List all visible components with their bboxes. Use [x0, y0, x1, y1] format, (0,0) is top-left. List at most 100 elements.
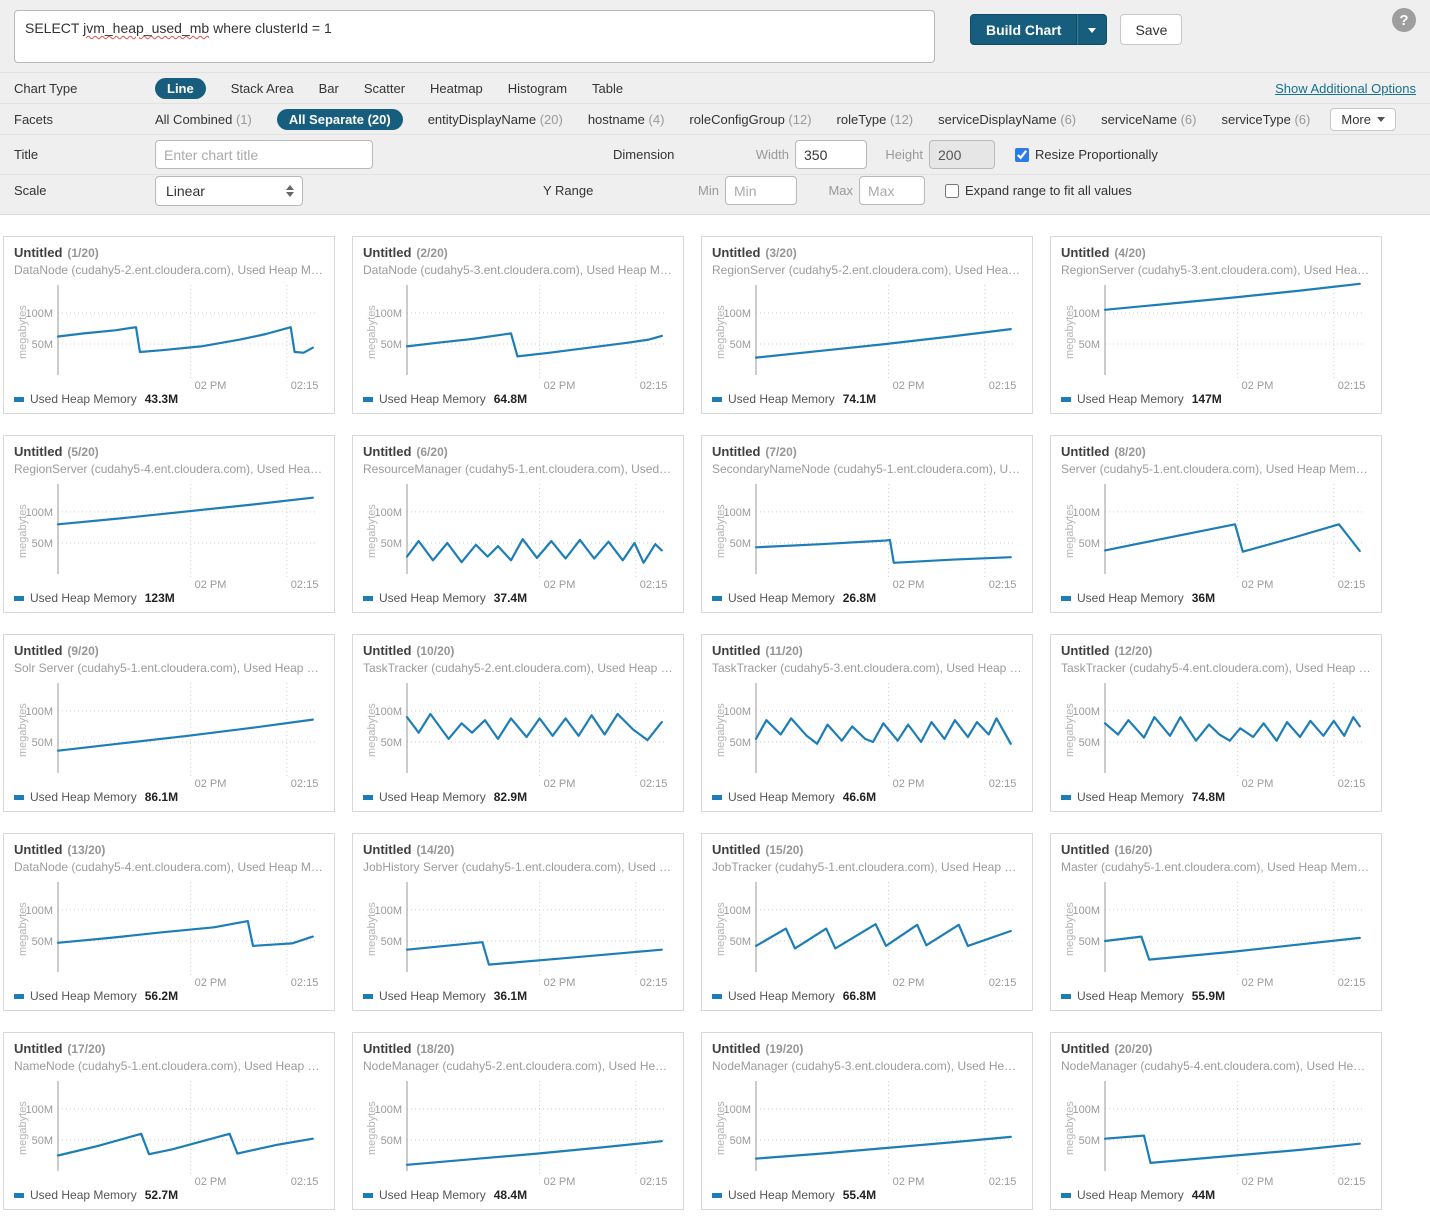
svg-text:02:15: 02:15 — [291, 1176, 319, 1187]
chart-card-9[interactable]: Untitled (9/20) Solr Server (cudahy5-1.ent… — [3, 634, 335, 812]
svg-text:02 PM: 02 PM — [195, 579, 227, 590]
facet-option-hostname[interactable]: hostname (4) — [587, 111, 665, 127]
chart-title: Untitled — [363, 643, 412, 658]
height-label: Height — [885, 147, 923, 162]
chart-title: Untitled — [363, 842, 412, 857]
resize-proportionally-checkbox[interactable] — [1015, 147, 1029, 162]
legend-value: 74.1M — [842, 392, 877, 406]
chart-card-5[interactable]: Untitled (5/20) RegionServer (cudahy5-4.en… — [3, 435, 335, 613]
chart-legend: Used Heap Memory 74.8M — [1061, 790, 1371, 804]
width-input[interactable] — [795, 140, 867, 169]
facet-option-all-separate-20-[interactable]: All Separate (20) — [276, 108, 403, 130]
chart-type-row: Chart Type Line Stack Area Bar Scatter Heatm… — [0, 72, 1430, 103]
yrange-label: Y Range — [543, 183, 594, 198]
svg-text:02 PM: 02 PM — [1242, 977, 1274, 988]
legend-label: Used Heap Memory — [1077, 392, 1184, 406]
scale-select[interactable]: Linear — [155, 175, 303, 206]
chart-card-20[interactable]: Untitled (20/20) NodeManager (cudahy5-4.en… — [1050, 1032, 1382, 1210]
facet-option-roleconfiggroup[interactable]: roleConfigGroup (12) — [689, 111, 812, 127]
chevron-down-icon — [1376, 116, 1385, 122]
legend-label: Used Heap Memory — [30, 989, 137, 1003]
chart-type-option-heatmap[interactable]: Heatmap — [430, 80, 483, 96]
chart-index: (15/20) — [765, 843, 804, 857]
legend-swatch-icon — [712, 1192, 722, 1198]
chart-title: Untitled — [14, 444, 63, 459]
yrange-min-input[interactable] — [725, 176, 797, 205]
save-button[interactable]: Save — [1120, 14, 1183, 45]
chart-card-2[interactable]: Untitled (2/20) DataNode (cudahy5-3.ent.cl… — [352, 236, 684, 414]
chart-type-option-line[interactable]: Line — [155, 77, 206, 99]
legend-label: Used Heap Memory — [379, 1188, 486, 1202]
chart-card-16[interactable]: Untitled (16/20) Master (cudahy5-1.ent.clo… — [1050, 833, 1382, 1011]
legend-value: 74.8M — [1191, 790, 1226, 804]
facet-option-servicename[interactable]: serviceName (6) — [1101, 111, 1197, 127]
svg-text:02 PM: 02 PM — [1242, 579, 1274, 590]
legend-swatch-icon — [1061, 794, 1071, 800]
chart-card-8[interactable]: Untitled (8/20) Server (cudahy5-1.ent.clou… — [1050, 435, 1382, 613]
svg-text:02 PM: 02 PM — [195, 977, 227, 988]
y-axis-unit: megabytes — [1064, 703, 1076, 757]
chart-subtitle: TaskTracker (cudahy5-4.ent.cloudera.com)… — [1061, 661, 1371, 675]
chart-card-19[interactable]: Untitled (19/20) NodeManager (cudahy5-3.en… — [701, 1032, 1033, 1210]
build-chart-button[interactable]: Build Chart — [970, 14, 1078, 45]
chart-card-10[interactable]: Untitled (10/20) TaskTracker (cudahy5-2.en… — [352, 634, 684, 812]
chart-index: (7/20) — [765, 445, 797, 459]
build-chart-dropdown-button[interactable] — [1077, 14, 1108, 45]
svg-text:02:15: 02:15 — [640, 380, 668, 391]
chart-type-option-bar[interactable]: Bar — [318, 80, 339, 96]
line-chart: megabytes 50M 100M 02 PM 02:15 — [715, 484, 1016, 590]
chart-card-7[interactable]: Untitled (7/20) SecondaryNameNode (cudahy5… — [701, 435, 1033, 613]
chart-title-input[interactable] — [155, 140, 373, 169]
facet-option-servicetype[interactable]: serviceType (6) — [1221, 111, 1311, 127]
help-icon[interactable]: ? — [1392, 8, 1416, 32]
legend-value: 147M — [1191, 392, 1222, 406]
chevron-down-icon — [1088, 28, 1097, 34]
chart-card-4[interactable]: Untitled (4/20) RegionServer (cudahy5-3.en… — [1050, 236, 1382, 414]
chart-card-1[interactable]: Untitled (1/20) DataNode (cudahy5-2.ent.cl… — [3, 236, 335, 414]
facet-option-servicedisplayname[interactable]: serviceDisplayName (6) — [938, 111, 1077, 127]
facet-option-entitydisplayname[interactable]: entityDisplayName (20) — [427, 111, 563, 127]
yrange-max-input[interactable] — [859, 176, 925, 205]
svg-text:02 PM: 02 PM — [544, 977, 576, 988]
legend-label: Used Heap Memory — [379, 989, 486, 1003]
chart-card-11[interactable]: Untitled (11/20) TaskTracker (cudahy5-3.en… — [701, 634, 1033, 812]
chart-type-option-scatter[interactable]: Scatter — [363, 80, 406, 96]
legend-value: 26.8M — [842, 591, 877, 605]
chart-subtitle: DataNode (cudahy5-2.ent.cloudera.com), U… — [14, 263, 324, 277]
expand-range-option: Expand range to fit all values — [945, 183, 1132, 198]
chart-card-6[interactable]: Untitled (6/20) ResourceManager (cudahy5-1… — [352, 435, 684, 613]
chart-subtitle: NodeManager (cudahy5-2.ent.cloudera.com)… — [363, 1059, 673, 1073]
legend-label: Used Heap Memory — [728, 790, 835, 804]
chart-card-3[interactable]: Untitled (3/20) RegionServer (cudahy5-2.en… — [701, 236, 1033, 414]
chart-type-option-stack-area[interactable]: Stack Area — [230, 80, 294, 96]
svg-text:02 PM: 02 PM — [544, 380, 576, 391]
chart-type-option-table[interactable]: Table — [592, 80, 624, 96]
show-additional-options-link[interactable]: Show Additional Options — [1275, 80, 1416, 96]
chart-type-option-histogram[interactable]: Histogram — [507, 80, 568, 96]
chart-card-15[interactable]: Untitled (15/20) JobTracker (cudahy5-1.ent… — [701, 833, 1033, 1011]
query-input[interactable]: SELECT jvm_heap_used_mb where clusterId … — [14, 10, 935, 63]
build-chart-split-button: Build Chart — [970, 14, 1108, 45]
chart-title: Untitled — [1061, 245, 1110, 260]
line-chart: megabytes 50M 100M 02 PM 02:15 — [1064, 1081, 1365, 1187]
svg-text:02 PM: 02 PM — [195, 380, 227, 391]
chart-card-12[interactable]: Untitled (12/20) TaskTracker (cudahy5-4.en… — [1050, 634, 1382, 812]
facet-option-roletype[interactable]: roleType (12) — [836, 111, 914, 127]
y-axis-unit: megabytes — [715, 305, 727, 359]
more-facets-button[interactable]: More — [1330, 107, 1396, 131]
facet-option-all-combined[interactable]: All Combined (1) — [155, 111, 252, 127]
expand-range-checkbox[interactable] — [945, 183, 959, 198]
svg-text:100M: 100M — [25, 507, 53, 519]
legend-value: 82.9M — [493, 790, 528, 804]
svg-text:02:15: 02:15 — [989, 1176, 1017, 1187]
legend-swatch-icon — [1061, 993, 1071, 999]
chart-subtitle: DataNode (cudahy5-3.ent.cloudera.com), U… — [363, 263, 673, 277]
chart-card-13[interactable]: Untitled (13/20) DataNode (cudahy5-4.ent.c… — [3, 833, 335, 1011]
y-axis-unit: megabytes — [366, 902, 378, 956]
legend-label: Used Heap Memory — [30, 392, 137, 406]
chart-card-14[interactable]: Untitled (14/20) JobHistory Server (cudahy… — [352, 833, 684, 1011]
chart-index: (5/20) — [67, 445, 99, 459]
chart-card-18[interactable]: Untitled (18/20) NodeManager (cudahy5-2.en… — [352, 1032, 684, 1210]
chart-card-17[interactable]: Untitled (17/20) NameNode (cudahy5-1.ent.c… — [3, 1032, 335, 1210]
svg-text:100M: 100M — [1072, 1104, 1100, 1116]
